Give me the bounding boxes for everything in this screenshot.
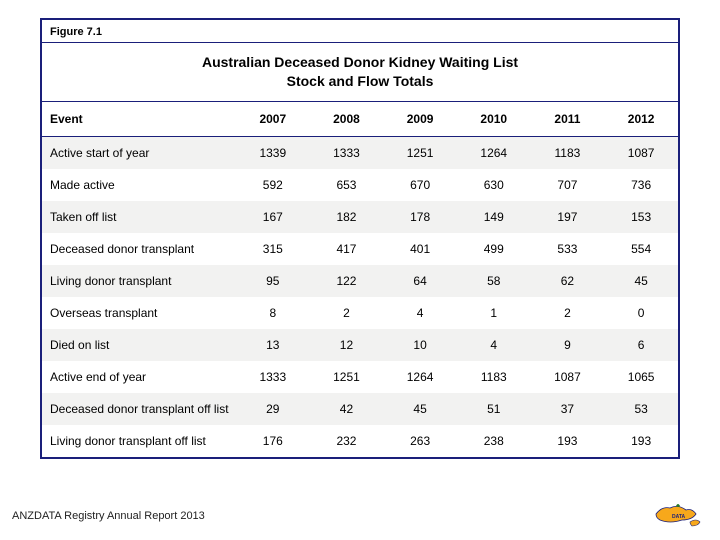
cell-value: 401: [383, 233, 457, 265]
cell-value: 8: [236, 297, 310, 329]
cell-value: 6: [604, 329, 678, 361]
title-line-2: Stock and Flow Totals: [287, 73, 434, 89]
cell-value: 499: [457, 233, 531, 265]
table-header-row: Event 2007 2008 2009 2010 2011 2012: [42, 101, 678, 136]
cell-value: 736: [604, 169, 678, 201]
cell-value: 592: [236, 169, 310, 201]
cell-value: 4: [457, 329, 531, 361]
cell-value: 0: [604, 297, 678, 329]
cell-value: 193: [604, 425, 678, 457]
cell-value: 153: [604, 201, 678, 233]
table-row: Deceased donor transplant off list294245…: [42, 393, 678, 425]
col-header-year: 2012: [604, 101, 678, 136]
cell-value: 167: [236, 201, 310, 233]
cell-value: 149: [457, 201, 531, 233]
col-header-year: 2007: [236, 101, 310, 136]
title-line-1: Australian Deceased Donor Kidney Waiting…: [202, 54, 518, 70]
cell-value: 1: [457, 297, 531, 329]
cell-value: 122: [310, 265, 384, 297]
cell-value: 238: [457, 425, 531, 457]
row-label: Active end of year: [42, 361, 236, 393]
cell-value: 9: [531, 329, 605, 361]
col-header-year: 2011: [531, 101, 605, 136]
row-label: Living donor transplant off list: [42, 425, 236, 457]
col-header-year: 2010: [457, 101, 531, 136]
figure-label: Figure 7.1: [42, 20, 678, 43]
cell-value: 1333: [310, 136, 384, 169]
cell-value: 64: [383, 265, 457, 297]
anzdata-logo: DATA: [652, 500, 704, 530]
cell-value: 670: [383, 169, 457, 201]
row-label: Died on list: [42, 329, 236, 361]
row-label: Taken off list: [42, 201, 236, 233]
cell-value: 315: [236, 233, 310, 265]
cell-value: 95: [236, 265, 310, 297]
svg-text:DATA: DATA: [672, 514, 686, 520]
table-row: Active start of year13391333125112641183…: [42, 136, 678, 169]
cell-value: 653: [310, 169, 384, 201]
cell-value: 263: [383, 425, 457, 457]
col-header-event: Event: [42, 101, 236, 136]
table-row: Made active592653670630707736: [42, 169, 678, 201]
col-header-year: 2009: [383, 101, 457, 136]
cell-value: 1183: [531, 136, 605, 169]
table-row: Living donor transplant9512264586245: [42, 265, 678, 297]
cell-value: 630: [457, 169, 531, 201]
cell-value: 37: [531, 393, 605, 425]
cell-value: 12: [310, 329, 384, 361]
row-label: Deceased donor transplant off list: [42, 393, 236, 425]
cell-value: 1087: [604, 136, 678, 169]
table-row: Active end of year1333125112641183108710…: [42, 361, 678, 393]
cell-value: 58: [457, 265, 531, 297]
cell-value: 2: [310, 297, 384, 329]
cell-value: 10: [383, 329, 457, 361]
table-row: Living donor transplant off list17623226…: [42, 425, 678, 457]
cell-value: 1264: [383, 361, 457, 393]
cell-value: 1339: [236, 136, 310, 169]
cell-value: 62: [531, 265, 605, 297]
cell-value: 1087: [531, 361, 605, 393]
cell-value: 176: [236, 425, 310, 457]
cell-value: 197: [531, 201, 605, 233]
cell-value: 51: [457, 393, 531, 425]
cell-value: 178: [383, 201, 457, 233]
cell-value: 1251: [383, 136, 457, 169]
cell-value: 53: [604, 393, 678, 425]
table-row: Taken off list167182178149197153: [42, 201, 678, 233]
table-row: Died on list131210496: [42, 329, 678, 361]
cell-value: 2: [531, 297, 605, 329]
table-title: Australian Deceased Donor Kidney Waiting…: [42, 43, 678, 102]
cell-value: 1183: [457, 361, 531, 393]
cell-value: 193: [531, 425, 605, 457]
cell-value: 1333: [236, 361, 310, 393]
row-label: Made active: [42, 169, 236, 201]
cell-value: 45: [383, 393, 457, 425]
cell-value: 1065: [604, 361, 678, 393]
cell-value: 42: [310, 393, 384, 425]
cell-value: 13: [236, 329, 310, 361]
row-label: Deceased donor transplant: [42, 233, 236, 265]
cell-value: 1264: [457, 136, 531, 169]
row-label: Overseas transplant: [42, 297, 236, 329]
footer-source: ANZDATA Registry Annual Report 2013: [12, 510, 205, 522]
table-row: Deceased donor transplant315417401499533…: [42, 233, 678, 265]
cell-value: 182: [310, 201, 384, 233]
cell-value: 707: [531, 169, 605, 201]
cell-value: 45: [604, 265, 678, 297]
cell-value: 1251: [310, 361, 384, 393]
row-label: Living donor transplant: [42, 265, 236, 297]
figure-frame: Figure 7.1 Australian Deceased Donor Kid…: [40, 18, 680, 459]
data-table: Figure 7.1 Australian Deceased Donor Kid…: [42, 20, 678, 457]
cell-value: 29: [236, 393, 310, 425]
cell-value: 417: [310, 233, 384, 265]
col-header-year: 2008: [310, 101, 384, 136]
row-label: Active start of year: [42, 136, 236, 169]
cell-value: 533: [531, 233, 605, 265]
cell-value: 554: [604, 233, 678, 265]
cell-value: 4: [383, 297, 457, 329]
cell-value: 232: [310, 425, 384, 457]
table-row: Overseas transplant824120: [42, 297, 678, 329]
